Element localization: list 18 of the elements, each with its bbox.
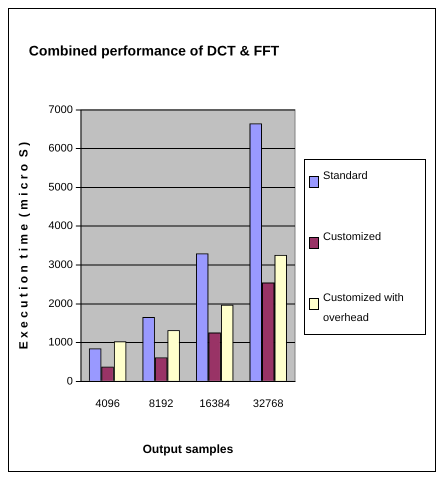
x-tick-label: 4096 [95,398,120,410]
y-tick-label: 1000 [48,336,73,349]
legend-label: Customized [323,230,382,245]
y-tick-label: 3000 [48,259,73,272]
x-tick-label: 16384 [199,398,230,410]
legend-label: Customized with overhead [323,291,405,326]
y-tick-label: 4000 [48,220,73,232]
x-axis-title: Output samples [142,442,234,456]
y-tick-label: 6000 [48,142,73,155]
y-axis-title: E x e c u t i o n t i m e ( m i c r o S ) [16,142,31,350]
legend-label: Standard [323,169,369,184]
chart-title: Combined performance of DCT & FFT [28,42,280,58]
x-tick-label: 32768 [252,398,284,410]
y-tick-label: 2000 [48,298,73,310]
y-tick-label: 7000 [48,104,73,116]
x-tick-label: 8192 [148,398,174,410]
y-tick-label: 0 [66,375,73,388]
y-tick-label: 5000 [48,181,73,194]
